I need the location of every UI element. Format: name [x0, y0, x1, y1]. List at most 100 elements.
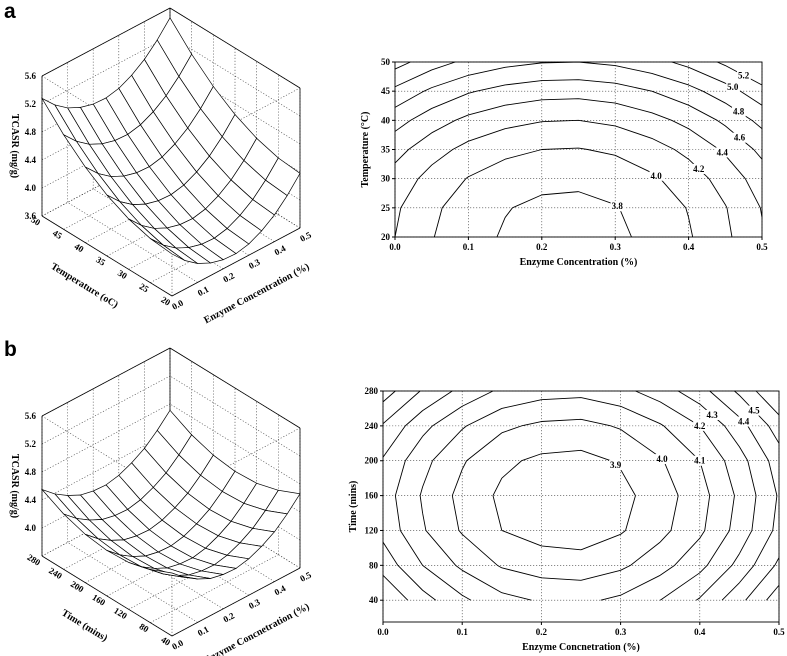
x-tick-label: 0.0: [377, 627, 389, 637]
x-tick-label: 0.0: [389, 242, 401, 252]
contour-label: 4.6: [734, 133, 746, 143]
contour-line: [496, 191, 632, 238]
box-edge: [41, 555, 173, 637]
y-tick-label: 280: [25, 552, 42, 568]
contour-label: 5.2: [738, 70, 750, 80]
z-tick-label: 4.8: [25, 467, 37, 477]
y-tick-label: 35: [94, 254, 107, 267]
box-edge: [41, 215, 173, 297]
contour-label: 3.8: [612, 201, 624, 211]
z-tick-label: 3.6: [25, 211, 37, 221]
contour-label-bg: [732, 106, 746, 117]
contour-line: [394, 61, 763, 106]
box-edge: [171, 227, 301, 297]
contour-label: 4.0: [651, 171, 663, 181]
y-axis-title: Temperature (°C): [360, 112, 371, 188]
y-tick-label: 20: [381, 232, 391, 242]
x-tick-label: 0.1: [196, 624, 211, 638]
z-axis-title: TCASR (mg/g): [9, 114, 20, 178]
contour-label-bg: [736, 416, 751, 427]
contour-label-bg: [692, 163, 706, 174]
contour-line: [394, 98, 763, 218]
contour-line: [433, 147, 694, 238]
z-tick-label: 5.6: [25, 411, 37, 421]
y-tick-label: 200: [365, 456, 379, 466]
contour-label: 4.2: [694, 421, 706, 431]
contour-label: 4.2: [693, 164, 705, 174]
x-tick-label: 0.4: [683, 242, 695, 252]
x-tick-label: 0.1: [463, 242, 475, 252]
x-axis-title: Enzyme Concnetration (%): [522, 642, 640, 653]
contour-label: 4.3: [707, 410, 719, 420]
contour-line: [394, 61, 763, 130]
x-tick-label: 0.2: [536, 242, 548, 252]
contour-label-bg: [610, 201, 625, 212]
y-tick-label: 40: [369, 595, 379, 605]
x-tick-label: 0.4: [273, 583, 288, 597]
contour-label-bg: [715, 147, 730, 158]
box-edge: [169, 7, 301, 89]
contour-label-bg: [732, 132, 747, 143]
z-tick-label: 4.0: [25, 523, 37, 533]
z-tick-label: 4.8: [25, 127, 37, 137]
y-tick-label: 35: [381, 145, 391, 155]
y-tick-label: 40: [159, 634, 172, 647]
x-axis-title: Enzyme Concnetration (%): [202, 601, 311, 656]
y-axis-title: Time (mins): [59, 608, 109, 644]
y-tick-label: 45: [51, 228, 64, 241]
y-tick-label: 30: [116, 268, 129, 281]
contour-label-bg: [655, 453, 670, 464]
x-tick-label: 0.1: [196, 284, 211, 298]
contour-label-bg: [693, 455, 707, 466]
grid-line: [150, 554, 279, 623]
contour-line: [382, 390, 757, 601]
contour-label-bg: [693, 420, 707, 431]
contour-line: [755, 390, 780, 601]
x-tick-label: 0.4: [694, 627, 706, 637]
surface-cell: [150, 569, 185, 578]
contour-line: [451, 418, 679, 581]
contour-label-bg: [705, 409, 720, 420]
contour-label: 4.5: [748, 406, 760, 416]
x-axis-title: Enzyme Concentration (%): [520, 257, 638, 268]
x-tick-label: 0.5: [298, 229, 313, 243]
y-tick-label: 45: [381, 86, 391, 96]
x-tick-label: 0.3: [247, 257, 262, 271]
z-axis-title: TCASR (mg/g): [9, 454, 20, 518]
contour-label: 4.4: [738, 417, 750, 427]
z-tick-label: 5.6: [25, 71, 37, 81]
x-tick-label: 0.2: [221, 270, 236, 284]
contour-label: 5.0: [727, 82, 739, 92]
y-tick-label: 80: [138, 621, 151, 634]
x-tick-label: 0.0: [170, 297, 185, 311]
y-tick-label: 80: [369, 560, 379, 570]
contour-line: [382, 390, 778, 601]
y-tick-label: 280: [365, 386, 379, 396]
y-tick-label: 240: [365, 421, 379, 431]
grid-line: [41, 35, 171, 105]
x-tick-label: 0.5: [756, 242, 768, 252]
x-tick-label: 0.1: [457, 627, 469, 637]
panel-letter: a: [4, 0, 16, 23]
surface-cell: [150, 238, 186, 261]
z-tick-label: 5.2: [25, 439, 37, 449]
y-tick-label: 160: [365, 491, 379, 501]
box-edge: [41, 347, 171, 417]
y-axis-title: Time (mins): [348, 481, 359, 533]
plot-frame: [382, 390, 780, 623]
y-tick-label: 30: [381, 174, 391, 184]
x-tick-label: 0.4: [273, 243, 288, 257]
x-tick-label: 0.5: [773, 627, 785, 637]
x-tick-label: 0.2: [536, 627, 548, 637]
y-tick-label: 25: [138, 281, 151, 294]
x-tick-label: 0.3: [610, 242, 622, 252]
contour-label: 4.1: [694, 456, 706, 466]
y-tick-label: 120: [365, 525, 379, 535]
grid-line: [41, 403, 171, 473]
contour-line: [419, 397, 711, 601]
contour-label-bg: [726, 82, 740, 93]
x-tick-label: 0.3: [615, 627, 627, 637]
y-tick-label: 20: [159, 294, 172, 307]
contour-label: 4.4: [717, 147, 729, 157]
